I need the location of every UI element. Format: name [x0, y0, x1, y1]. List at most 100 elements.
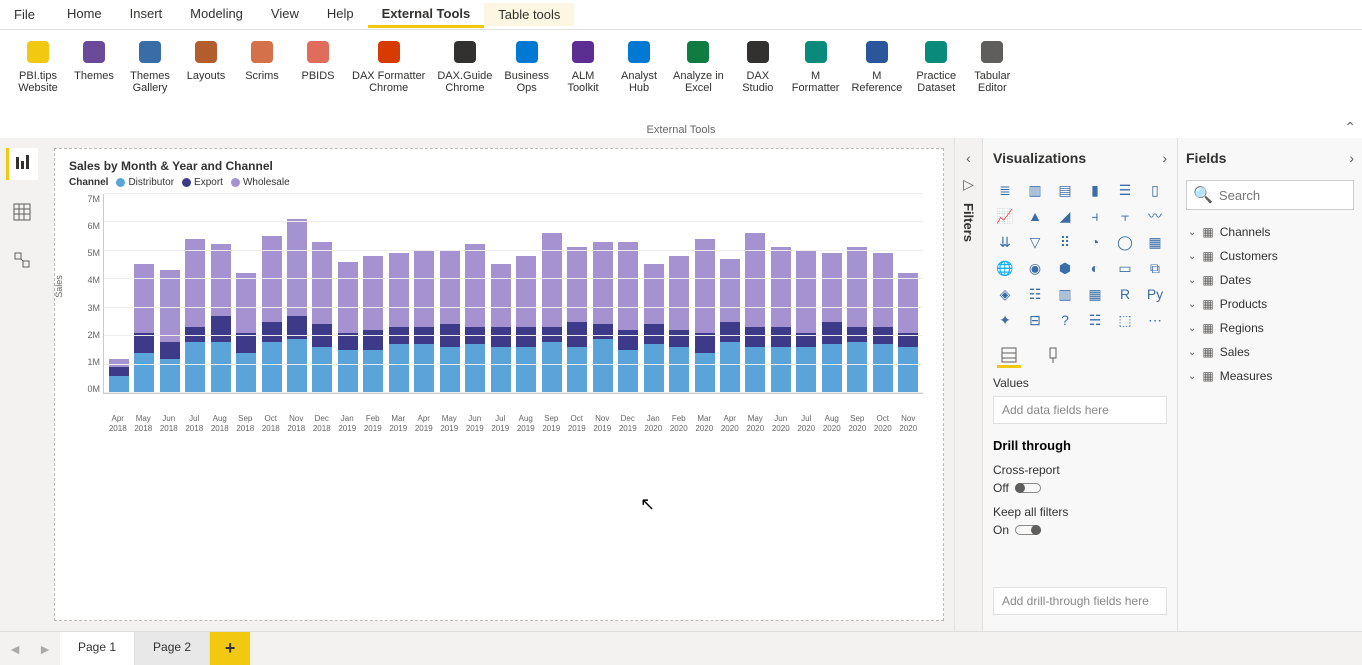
- ribbon-tool-practice-dataset[interactable]: PracticeDataset: [914, 36, 958, 94]
- viz-type-scatter-icon[interactable]: ⠿: [1053, 232, 1077, 252]
- bar-Nov-2019[interactable]: [593, 242, 613, 393]
- report-canvas[interactable]: Sales by Month & Year and Channel Channe…: [54, 148, 944, 621]
- viz-type-line-column2-icon[interactable]: ⫟: [1113, 206, 1137, 226]
- data-view-button[interactable]: [6, 196, 38, 228]
- viz-type-filled-map-icon[interactable]: ◉: [1023, 258, 1047, 278]
- ribbon-tool-pbi-tips-website[interactable]: PBI.tipsWebsite: [16, 36, 60, 94]
- fields-tab-icon[interactable]: [997, 344, 1021, 368]
- menu-home[interactable]: Home: [53, 2, 116, 28]
- viz-type-decomp-tree-icon[interactable]: ⊟: [1023, 310, 1047, 330]
- viz-type-slicer-icon[interactable]: ☷: [1023, 284, 1047, 304]
- field-table-channels[interactable]: ⌄▦Channels: [1186, 220, 1354, 244]
- ribbon-tool-alm-toolkit[interactable]: ALMToolkit: [561, 36, 605, 94]
- bar-Jun-2020[interactable]: [771, 247, 791, 393]
- menu-file[interactable]: File: [4, 3, 53, 26]
- viz-type-treemap-icon[interactable]: ▦: [1143, 232, 1167, 252]
- legend-item-export[interactable]: Export: [182, 177, 223, 188]
- bar-May-2020[interactable]: [745, 233, 765, 393]
- viz-type-stacked-bar-icon[interactable]: ≣: [993, 180, 1017, 200]
- bar-Feb-2020[interactable]: [669, 256, 689, 393]
- ribbon-tool-layouts-[interactable]: Layouts: [184, 36, 228, 94]
- viz-type-ribbon-icon[interactable]: 〰: [1143, 206, 1167, 226]
- ribbon-tool-themes-[interactable]: Themes: [72, 36, 116, 94]
- bar-Oct-2018[interactable]: [262, 236, 282, 393]
- legend-item-distributor[interactable]: Distributor: [116, 177, 174, 188]
- fields-search[interactable]: 🔍: [1186, 180, 1354, 210]
- viz-type-clustered-bar-icon[interactable]: ▤: [1053, 180, 1077, 200]
- page-tab-2[interactable]: Page 2: [135, 632, 210, 665]
- ribbon-tool-themes-gallery[interactable]: ThemesGallery: [128, 36, 172, 94]
- bar-Sep-2019[interactable]: [542, 233, 562, 393]
- fields-search-input[interactable]: [1219, 188, 1362, 203]
- ribbon-tool-m-reference[interactable]: MReference: [851, 36, 902, 94]
- page-prev-button[interactable]: ◄: [0, 641, 30, 657]
- viz-type-multi-card-icon[interactable]: ⧉: [1143, 258, 1167, 278]
- bar-Mar-2019[interactable]: [389, 253, 409, 393]
- menu-insert[interactable]: Insert: [116, 2, 177, 28]
- viz-type-stacked-area-icon[interactable]: ◢: [1053, 206, 1077, 226]
- ribbon-tool-dax-formatter-chrome[interactable]: DAX FormatterChrome: [352, 36, 425, 94]
- viz-type-100-bar-icon[interactable]: ☰: [1113, 180, 1137, 200]
- viz-type-line-column-icon[interactable]: ⫞: [1083, 206, 1107, 226]
- collapse-fields-icon[interactable]: ›: [1349, 150, 1354, 166]
- viz-type-qa-icon[interactable]: ?: [1053, 310, 1077, 330]
- field-table-dates[interactable]: ⌄▦Dates: [1186, 268, 1354, 292]
- menu-external-tools[interactable]: External Tools: [368, 2, 485, 28]
- report-view-button[interactable]: [6, 148, 38, 180]
- menu-help[interactable]: Help: [313, 2, 368, 28]
- bar-Jun-2018[interactable]: [160, 270, 180, 393]
- viz-type-kpi-icon[interactable]: ◈: [993, 284, 1017, 304]
- cross-report-toggle[interactable]: Off: [993, 481, 1041, 495]
- bar-Jul-2018[interactable]: [185, 239, 205, 393]
- ribbon-collapse-icon[interactable]: ⌃: [1344, 119, 1356, 136]
- expand-filters-icon[interactable]: ‹: [966, 150, 971, 166]
- page-next-button[interactable]: ►: [30, 641, 60, 657]
- viz-type-stacked-column-icon[interactable]: ▥: [1023, 180, 1047, 200]
- viz-type-paginated-icon[interactable]: ⬚: [1113, 310, 1137, 330]
- viz-type-gauge-icon[interactable]: ◐: [1083, 258, 1107, 278]
- ribbon-tool-business-ops[interactable]: BusinessOps: [504, 36, 549, 94]
- legend-item-wholesale[interactable]: Wholesale: [231, 177, 290, 188]
- model-view-button[interactable]: [6, 244, 38, 276]
- bar-Jan-2020[interactable]: [644, 264, 664, 393]
- menu-view[interactable]: View: [257, 2, 313, 28]
- bar-Jul-2019[interactable]: [491, 264, 511, 393]
- collapse-viz-icon[interactable]: ›: [1162, 150, 1167, 166]
- viz-type-table-icon[interactable]: ▥: [1053, 284, 1077, 304]
- field-table-regions[interactable]: ⌄▦Regions: [1186, 316, 1354, 340]
- viz-type-clustered-column-icon[interactable]: ▮: [1083, 180, 1107, 200]
- field-table-sales[interactable]: ⌄▦Sales: [1186, 340, 1354, 364]
- ribbon-tool-analyze-in-excel[interactable]: Analyze inExcel: [673, 36, 724, 94]
- viz-type-pie-icon[interactable]: ◔: [1083, 232, 1107, 252]
- bar-Apr-2019[interactable]: [414, 250, 434, 393]
- ribbon-tool-analyst-hub[interactable]: AnalystHub: [617, 36, 661, 94]
- bar-Oct-2019[interactable]: [567, 247, 587, 393]
- viz-type-matrix-icon[interactable]: ▦: [1083, 284, 1107, 304]
- bar-Jul-2020[interactable]: [796, 250, 816, 393]
- viz-type-py-visual-icon[interactable]: Py: [1143, 284, 1167, 304]
- bar-Jun-2019[interactable]: [465, 244, 485, 393]
- bar-Jan-2019[interactable]: [338, 262, 358, 393]
- viz-type-r-visual-icon[interactable]: R: [1113, 284, 1137, 304]
- viz-type-more-icon[interactable]: ⋯: [1143, 310, 1167, 330]
- viz-type-key-influencers-icon[interactable]: ✦: [993, 310, 1017, 330]
- format-tab-icon[interactable]: [1041, 344, 1065, 368]
- drillthrough-drop-zone[interactable]: Add drill-through fields here: [993, 587, 1167, 615]
- bar-Sep-2020[interactable]: [847, 247, 867, 393]
- viz-type-card-icon[interactable]: ▭: [1113, 258, 1137, 278]
- add-page-button[interactable]: +: [210, 632, 250, 665]
- viz-type-narrative-icon[interactable]: ☵: [1083, 310, 1107, 330]
- viz-type-100-column-icon[interactable]: ▯: [1143, 180, 1167, 200]
- ribbon-tool-dax-guide-chrome[interactable]: DAX.GuideChrome: [437, 36, 492, 94]
- ribbon-tool-m-formatter[interactable]: MFormatter: [792, 36, 840, 94]
- keep-filters-toggle[interactable]: On: [993, 523, 1041, 537]
- menu-modeling[interactable]: Modeling: [176, 2, 257, 28]
- bar-May-2018[interactable]: [134, 264, 154, 393]
- bar-Dec-2019[interactable]: [618, 242, 638, 393]
- bar-Aug-2020[interactable]: [822, 253, 842, 393]
- bar-Feb-2019[interactable]: [363, 256, 383, 393]
- bar-Sep-2018[interactable]: [236, 273, 256, 393]
- field-table-customers[interactable]: ⌄▦Customers: [1186, 244, 1354, 268]
- ribbon-tool-tabular-editor[interactable]: TabularEditor: [970, 36, 1014, 94]
- menu-table-tools[interactable]: Table tools: [484, 3, 574, 26]
